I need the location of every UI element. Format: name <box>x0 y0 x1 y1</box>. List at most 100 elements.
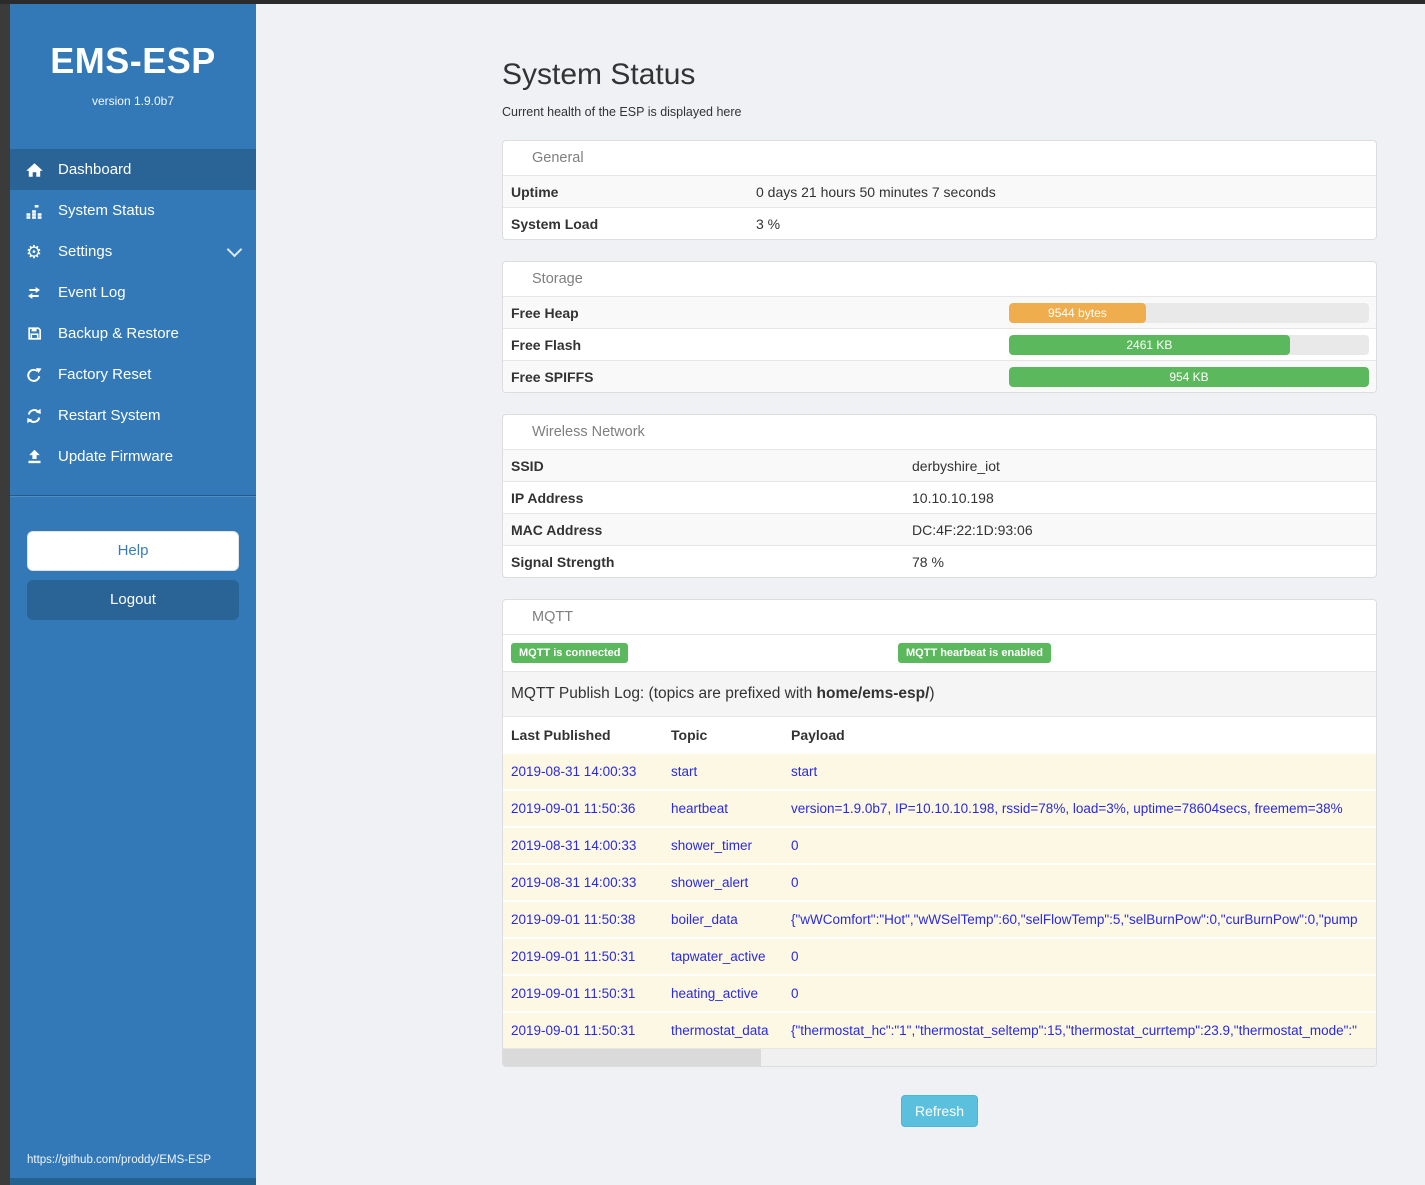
table-row: SSID derbyshire_iot <box>503 449 1376 481</box>
log-timestamp: 2019-08-31 14:00:33 <box>511 838 637 853</box>
progress-bar-fill: 9544 bytes <box>1009 302 1146 323</box>
log-timestamp: 2019-09-01 11:50:31 <box>511 949 636 964</box>
sidebar-item-backup-restore[interactable]: Backup & Restore <box>10 313 256 354</box>
log-timestamp: 2019-08-31 14:00:33 <box>511 875 637 890</box>
mqtt-log-row: 2019-08-31 14:00:33 start start <box>503 752 1376 789</box>
panel-storage-title: Storage <box>532 271 583 287</box>
table-row: Signal Strength 78 % <box>503 545 1376 577</box>
mqtt-log-row: 2019-08-31 14:00:33 shower_alert 0 <box>503 863 1376 900</box>
mqtt-log-row: 2019-09-01 11:50:31 thermostat_data {"ther… <box>503 1011 1376 1048</box>
mqtt-log-row: 2019-09-01 11:50:31 heating_active 0 <box>503 974 1376 1011</box>
horizontal-scrollbar[interactable] <box>503 1048 1376 1066</box>
row-value: 0 days 21 hours 50 minutes 7 seconds <box>756 183 996 200</box>
system-status-icon <box>23 201 45 221</box>
table-row: Free Flash 2461 KB <box>503 328 1376 360</box>
storage-table: Free Heap 9544 bytes Free Flash 2461 KB Free… <box>503 296 1376 392</box>
log-timestamp: 2019-09-01 11:50:31 <box>511 986 636 1001</box>
mqtt-log-row: 2019-08-31 14:00:33 shower_timer 0 <box>503 826 1376 863</box>
table-row: Free SPIFFS 954 KB <box>503 360 1376 392</box>
sidebar-item-label: Restart System <box>58 407 161 424</box>
app-version: version 1.9.0b7 <box>91 94 175 108</box>
app-brand: EMS-ESP version 1.9.0b7 <box>10 4 256 108</box>
home-icon <box>23 160 45 180</box>
app-title: EMS-ESP <box>50 40 216 81</box>
table-row: MAC Address DC:4F:22:1D:93:06 <box>503 513 1376 545</box>
panel-general-title: General <box>532 150 584 166</box>
panel-storage: Storage Free Heap 9544 bytes Free Flash 246… <box>502 261 1377 393</box>
rotate-right-icon <box>23 365 45 385</box>
progress-bar: 9544 bytes <box>1009 302 1369 323</box>
wireless-table: SSID derbyshire_iot IP Address 10.10.10.198… <box>503 449 1376 577</box>
mqtt-status-row: MQTT is connected MQTT hearbeat is enabl… <box>503 634 1376 671</box>
mqtt-heartbeat-badge: MQTT hearbeat is enabled <box>898 643 1051 663</box>
row-label: Free Heap <box>511 304 579 321</box>
panel-mqtt-title: MQTT <box>532 609 574 625</box>
panel-mqtt: MQTT MQTT is connected MQTT hearbeat is … <box>502 599 1377 1067</box>
log-payload: start <box>791 764 818 779</box>
mqtt-log-table: 2019-08-31 14:00:33 start start 2019-09-01 … <box>503 752 1376 1048</box>
log-timestamp: 2019-09-01 11:50:38 <box>511 912 636 927</box>
row-value: derbyshire_iot <box>912 457 1000 474</box>
panel-wireless-title: Wireless Network <box>532 424 645 440</box>
log-payload: {"wWComfort":"Hot","wWSelTemp":60,"selFl… <box>791 912 1358 927</box>
row-value: 10.10.10.198 <box>912 489 994 506</box>
scrollbar-thumb[interactable] <box>503 1049 761 1066</box>
sidebar-item-settings[interactable]: ⚙ Settings <box>10 231 256 272</box>
sidebar: EMS-ESP version 1.9.0b7 Dashboard System … <box>10 4 256 1185</box>
help-button[interactable]: Help <box>27 531 239 571</box>
row-label: System Load <box>511 215 599 232</box>
log-topic: shower_alert <box>671 875 749 890</box>
progress-bar-fill: 2461 KB <box>1009 334 1290 355</box>
sidebar-item-label: Dashboard <box>58 161 132 178</box>
log-topic: heating_active <box>671 986 759 1001</box>
upload-icon <box>23 447 45 467</box>
log-payload: 0 <box>791 838 799 853</box>
log-payload: 0 <box>791 986 799 1001</box>
row-label: Free Flash <box>511 336 582 353</box>
log-timestamp: 2019-08-31 14:00:33 <box>511 764 637 779</box>
sidebar-bottom-strip <box>10 1178 256 1185</box>
sidebar-item-update-firmware[interactable]: Update Firmware <box>10 436 256 477</box>
save-icon <box>23 324 45 344</box>
sidebar-item-dashboard[interactable]: Dashboard <box>10 149 256 190</box>
sidebar-item-label: Factory Reset <box>58 366 152 383</box>
refresh-icon <box>23 406 45 426</box>
page-subtitle: Current health of the ESP is displayed h… <box>502 105 742 119</box>
log-payload: {"thermostat_hc":"1","thermostat_seltemp… <box>791 1023 1357 1038</box>
progress-bar: 2461 KB <box>1009 334 1369 355</box>
github-link[interactable]: https://github.com/proddy/EMS-ESP <box>27 1154 212 1166</box>
window-top-edge <box>0 0 1425 4</box>
log-timestamp: 2019-09-01 11:50:31 <box>511 1023 636 1038</box>
log-payload: 0 <box>791 949 799 964</box>
sidebar-item-label: System Status <box>58 202 155 219</box>
mqtt-log-row: 2019-09-01 11:50:36 heartbeat version=1.9.… <box>503 789 1376 826</box>
sidebar-item-system-status[interactable]: System Status <box>10 190 256 231</box>
window-left-edge <box>0 0 10 1185</box>
main-content: System Status Current health of the ESP … <box>256 4 1425 1185</box>
chevron-down-icon <box>226 241 243 258</box>
mqtt-log-header: Last Published Topic Payload <box>503 716 1376 752</box>
progress-bar: 954 KB <box>1009 366 1369 387</box>
row-label: SSID <box>511 457 544 474</box>
sidebar-item-label: Event Log <box>58 284 126 301</box>
sidebar-item-label: Backup & Restore <box>58 325 179 342</box>
row-value: 78 % <box>912 553 944 570</box>
row-label: Signal Strength <box>511 553 615 570</box>
row-label: MAC Address <box>511 521 603 538</box>
mqtt-connected-badge: MQTT is connected <box>511 643 629 663</box>
sidebar-item-event-log[interactable]: Event Log <box>10 272 256 313</box>
sidebar-divider <box>10 495 256 497</box>
log-topic: boiler_data <box>671 912 738 927</box>
general-table: Uptime 0 days 21 hours 50 minutes 7 secon… <box>503 175 1376 239</box>
mqtt-log-row: 2019-09-01 11:50:38 boiler_data {"wWComfor… <box>503 900 1376 937</box>
progress-bar-fill: 954 KB <box>1009 366 1369 387</box>
mqtt-log-row: 2019-09-01 11:50:31 tapwater_active 0 <box>503 937 1376 974</box>
refresh-button[interactable]: Refresh <box>900 1095 979 1127</box>
sidebar-item-restart-system[interactable]: Restart System <box>10 395 256 436</box>
logout-button[interactable]: Logout <box>27 580 239 620</box>
sidebar-item-factory-reset[interactable]: Factory Reset <box>10 354 256 395</box>
log-topic: shower_timer <box>671 838 753 853</box>
table-row: IP Address 10.10.10.198 <box>503 481 1376 513</box>
sidebar-item-label: Settings <box>58 243 113 260</box>
mqtt-log-intro: MQTT Publish Log: (topics are prefixed w… <box>503 671 1376 716</box>
